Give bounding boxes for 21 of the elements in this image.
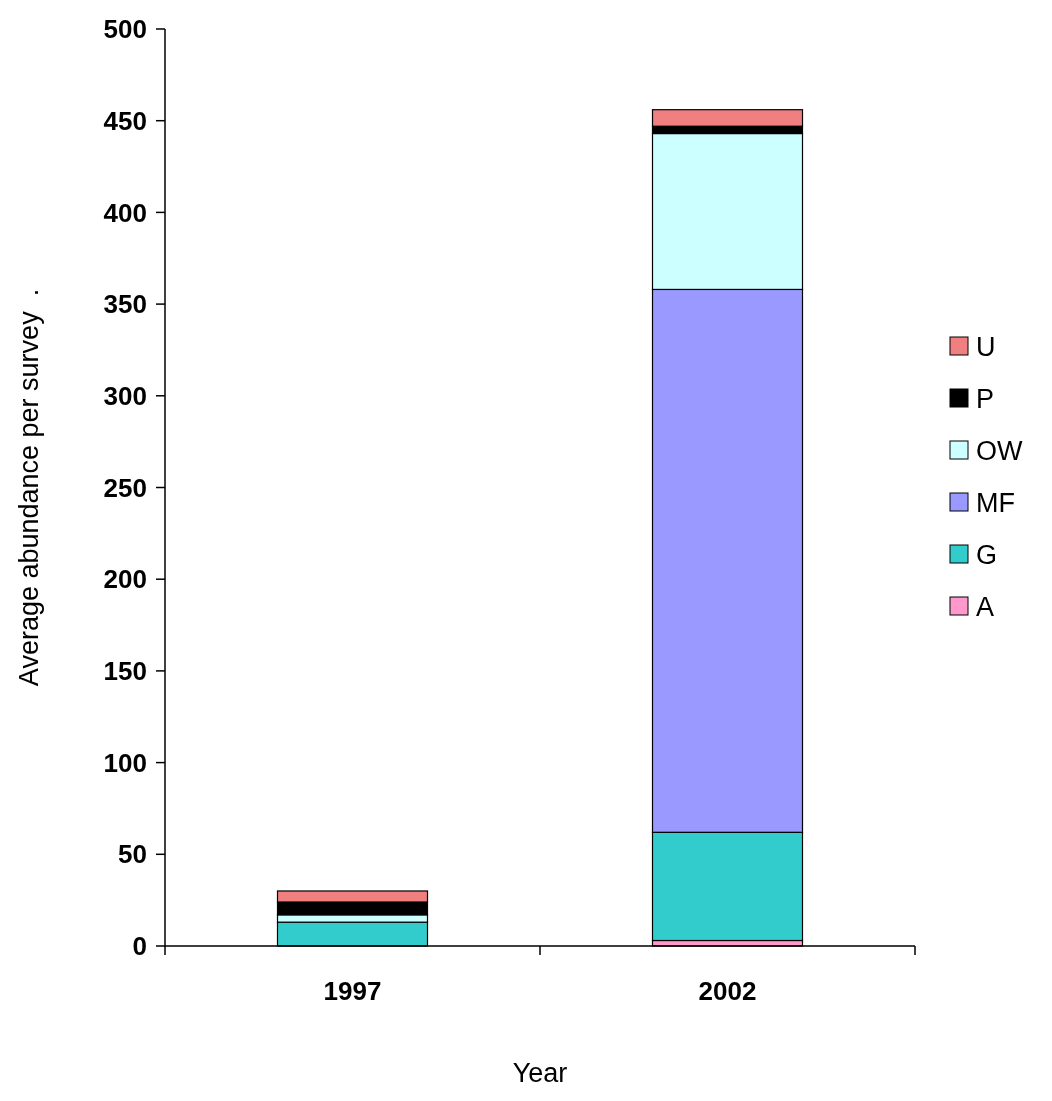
- legend-label: U: [976, 332, 996, 363]
- x-tick-label: 2002: [698, 976, 757, 1006]
- y-tick-label: 200: [103, 564, 147, 595]
- y-tick-label: 100: [103, 747, 147, 778]
- legend-label: OW: [976, 436, 1023, 467]
- y-tick-label: 300: [103, 380, 147, 411]
- legend-label: P: [976, 384, 995, 415]
- y-axis-title: Average abundance per survey .: [14, 288, 44, 687]
- y-tick-label: 250: [103, 472, 147, 503]
- x-tick-label: 1997: [323, 976, 382, 1006]
- legend-label: MF: [976, 488, 1015, 519]
- x-axis-title: Year: [512, 1058, 568, 1088]
- y-tick-label: 450: [103, 105, 147, 136]
- y-tick-label: 50: [118, 839, 147, 870]
- y-tick-label: 500: [103, 14, 147, 45]
- y-tick-label: 150: [103, 656, 147, 686]
- y-tick-label: 350: [103, 289, 147, 320]
- y-tick-label: 400: [103, 197, 147, 228]
- legend-label: G: [976, 540, 998, 571]
- legend-label: A: [976, 592, 995, 623]
- y-tick-label: 0: [132, 931, 147, 962]
